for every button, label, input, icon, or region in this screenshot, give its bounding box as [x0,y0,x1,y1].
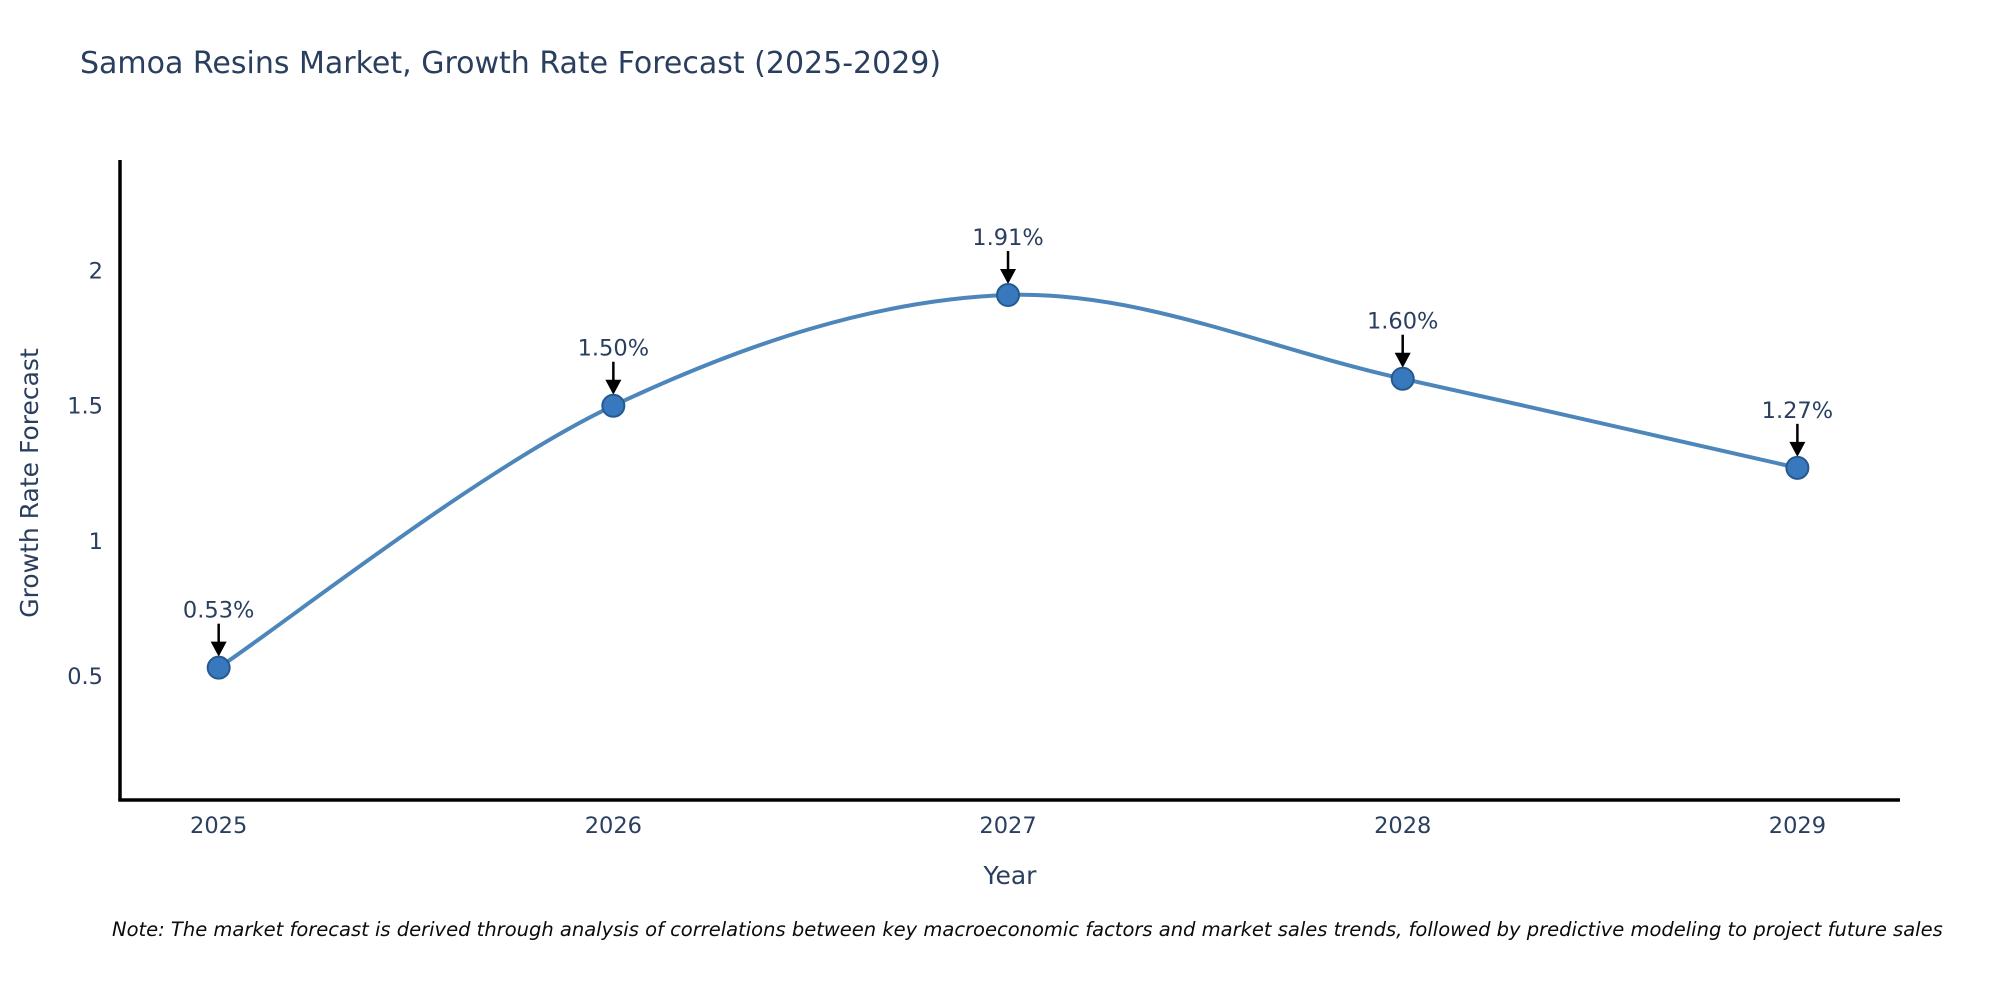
data-point-marker-2027 [996,283,1021,308]
y-tick-label-2: 2 [89,259,103,285]
x-tick-label-2029: 2029 [1769,813,1826,839]
x-axis-title: Year [983,861,1038,890]
footnote: Note: The market forecast is derived thr… [112,918,1943,941]
data-point-marker-2025 [206,655,231,680]
chart-title: Samoa Resins Market, Growth Rate Forecas… [80,46,942,81]
data-point-label-2025: 0.53% [183,598,254,624]
annotation-arrow-head-2029 [1789,441,1806,457]
data-point-marker-2029 [1785,455,1810,480]
annotation-arrow-head-2025 [210,641,227,657]
y-tick-label-0.5: 0.5 [67,664,103,690]
x-tick-label-2025: 2025 [190,813,247,839]
x-tick-label-2027: 2027 [979,813,1036,839]
annotation-arrow-head-2026 [605,379,622,395]
x-tick-label-2028: 2028 [1374,813,1431,839]
y-tick-label-1: 1 [89,529,103,555]
data-point-label-2027: 1.91% [972,225,1043,251]
x-tick-label-2026: 2026 [585,813,642,839]
data-point-label-2029: 1.27% [1762,398,1833,424]
data-point-marker-2028 [1390,366,1415,391]
forecast-line [216,292,1800,670]
data-point-marker-2026 [601,393,626,418]
data-point-label-2026: 1.50% [578,336,649,362]
y-axis-title: Growth Rate Forecast [15,348,44,618]
y-tick-label-1.5: 1.5 [67,394,103,420]
annotation-arrow-head-2027 [1000,269,1017,285]
data-point-label-2028: 1.60% [1367,309,1438,335]
annotation-arrow-head-2028 [1394,352,1411,368]
